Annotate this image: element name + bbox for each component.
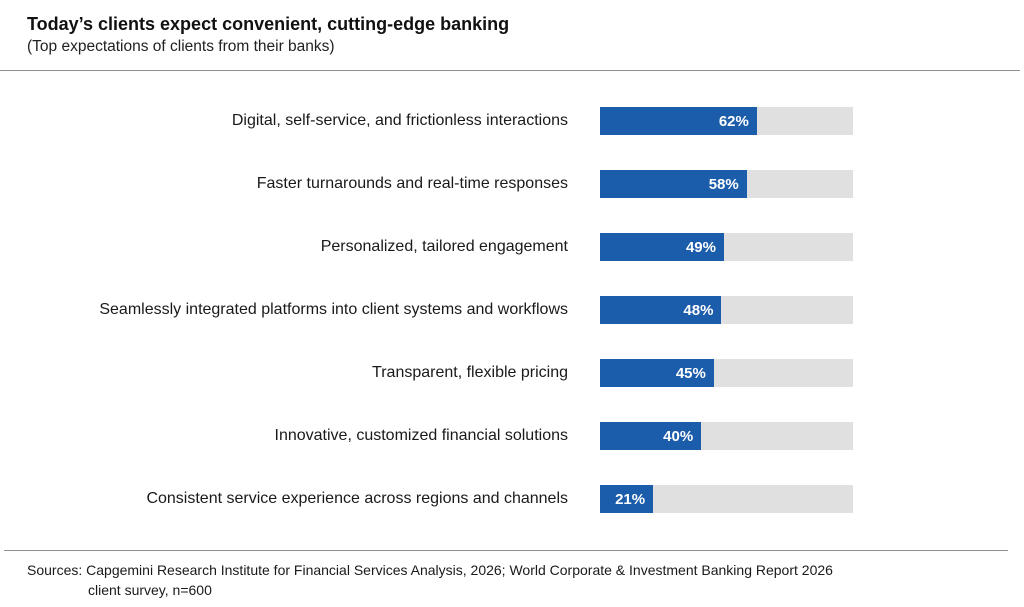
- bar-fill: 45%: [600, 359, 714, 387]
- bar-fill: 40%: [600, 422, 702, 450]
- sources-line-1: Sources: Capgemini Research Institute fo…: [27, 562, 833, 578]
- bar-fill: 48%: [600, 296, 722, 324]
- bar-row: Transparent, flexible pricing 45%: [0, 359, 1024, 387]
- bar-track: 58%: [600, 170, 853, 198]
- bar-value-label: 49%: [685, 238, 716, 256]
- bar-fill: 58%: [600, 170, 747, 198]
- bar-label: Innovative, customized financial solutio…: [274, 427, 569, 444]
- bar-value-label: 40%: [663, 427, 694, 445]
- chart-subtitle: (Top expectations of clients from their …: [27, 38, 335, 55]
- bar-label: Seamlessly integrated platforms into cli…: [99, 301, 568, 318]
- bar-label: Transparent, flexible pricing: [372, 364, 568, 381]
- bar-track: 49%: [600, 233, 853, 261]
- bar-track: 48%: [600, 296, 853, 324]
- bar-label: Faster turnarounds and real-time respons…: [256, 175, 568, 192]
- bar-value-label: 21%: [615, 490, 646, 508]
- bottom-divider: [4, 550, 1008, 551]
- sources-note: Sources: Capgemini Research Institute fo…: [0, 551, 1024, 600]
- bar-fill: 62%: [600, 107, 757, 135]
- bar-label: Consistent service experience across reg…: [146, 490, 568, 507]
- bar-fill: 49%: [600, 233, 724, 261]
- chart-title: Today’s clients expect convenient, cutti…: [27, 14, 510, 34]
- bar-label: Personalized, tailored engagement: [320, 238, 568, 255]
- bar-row: Faster turnarounds and real-time respons…: [0, 170, 1024, 198]
- bar-row: Consistent service experience across reg…: [0, 485, 1024, 513]
- bar-track: 45%: [600, 359, 853, 387]
- bar-row: Innovative, customized financial solutio…: [0, 422, 1024, 450]
- bar-track: 62%: [600, 107, 853, 135]
- bar-track: 40%: [600, 422, 853, 450]
- bar-value-label: 58%: [708, 175, 739, 193]
- bar-track: 21%: [600, 485, 853, 513]
- bar-label: Digital, self-service, and frictionless …: [231, 112, 568, 129]
- bar-value-label: 45%: [675, 364, 706, 382]
- chart-header: Today’s clients expect convenient, cutti…: [0, 0, 1024, 58]
- sources-line-2: client survey, n=600: [88, 582, 212, 598]
- bar-row: Seamlessly integrated platforms into cli…: [0, 296, 1024, 324]
- bar-row: Personalized, tailored engagement 49%: [0, 233, 1024, 261]
- bar-fill: 21%: [600, 485, 654, 513]
- bar-value-label: 62%: [718, 112, 749, 130]
- bar-rows: Digital, self-service, and frictionless …: [0, 107, 1024, 513]
- bar-chart: Digital, self-service, and frictionless …: [0, 107, 1024, 513]
- bar-row: Digital, self-service, and frictionless …: [0, 107, 1024, 135]
- top-divider: [0, 70, 1020, 71]
- bar-value-label: 48%: [683, 301, 714, 319]
